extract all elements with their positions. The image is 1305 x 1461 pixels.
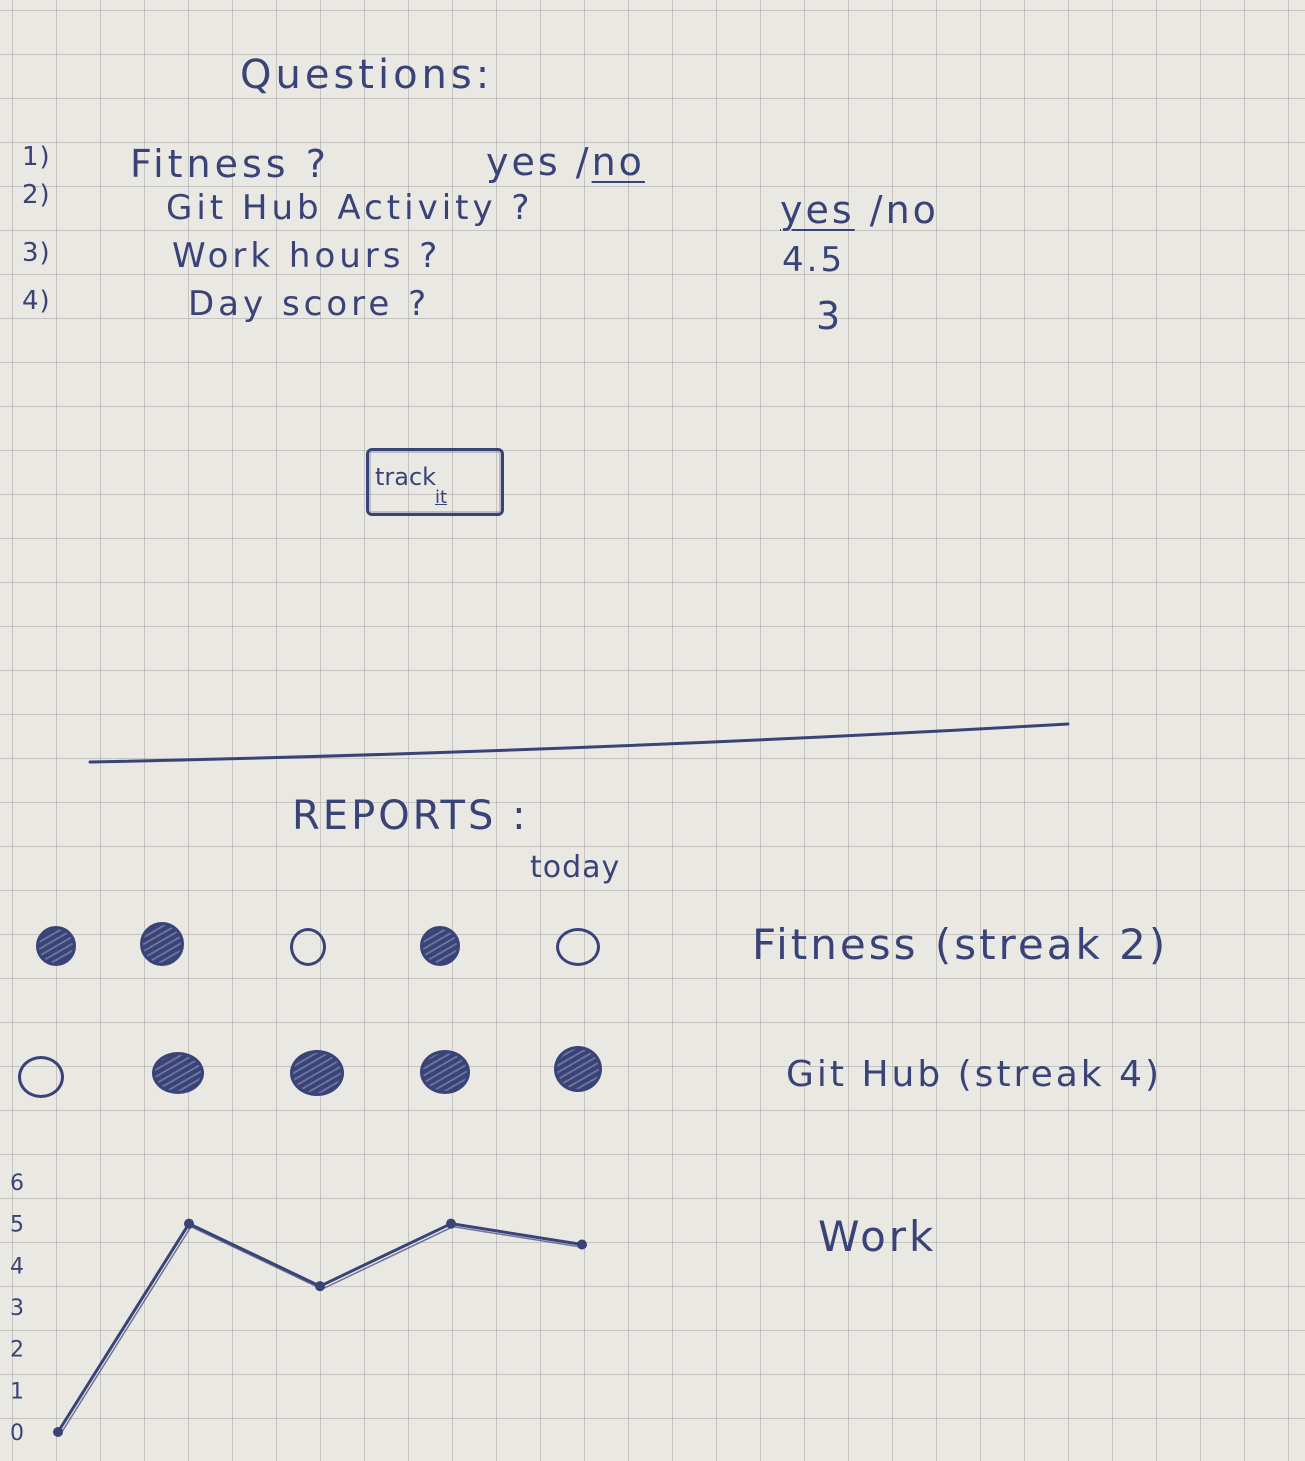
fitness-day-4-dot	[420, 926, 460, 966]
question-day-score: Day score ?	[188, 284, 431, 324]
work-chart-points	[53, 1218, 587, 1437]
github-answer[interactable]: yes /no	[780, 188, 939, 232]
section-divider	[88, 722, 1070, 764]
reports-title: REPORTS :	[292, 793, 529, 839]
question-number-4: 4)	[22, 286, 51, 316]
github-day-5-dot	[554, 1046, 602, 1092]
fitness-answer-separator: /	[560, 140, 592, 184]
github-day-1-dot	[18, 1056, 64, 1098]
work-point-1	[184, 1218, 194, 1229]
fitness-day-2-dot	[140, 922, 184, 966]
work-point-3	[446, 1218, 456, 1229]
y-tick-label: 3	[10, 1296, 24, 1321]
fitness-day-3-dot	[290, 928, 326, 966]
work-chart-line-overdraw	[59, 1225, 585, 1436]
y-tick-label: 4	[10, 1254, 24, 1279]
today-label: today	[530, 850, 621, 885]
track-it-button[interactable]: track it	[366, 448, 504, 516]
question-number-2: 2)	[22, 180, 51, 210]
question-work-hours: Work hours ?	[172, 236, 442, 276]
fitness-day-1-dot	[36, 926, 76, 966]
github-day-3-dot	[290, 1050, 344, 1096]
work-chart-line	[56, 1222, 584, 1434]
fitness-answer-no[interactable]: no	[591, 140, 645, 184]
y-tick-label: 1	[10, 1379, 24, 1404]
y-tick-label: 5	[10, 1213, 24, 1238]
work-label: Work	[818, 1212, 937, 1261]
question-fitness: Fitness ?	[130, 142, 330, 186]
question-github-activity: Git Hub Activity ?	[166, 188, 534, 228]
work-point-0	[53, 1427, 63, 1437]
github-answer-yes[interactable]: yes	[780, 188, 855, 232]
github-streak-label: Git Hub (streak 4)	[786, 1054, 1163, 1095]
github-answer-separator: /	[854, 188, 886, 232]
fitness-answer[interactable]: yes /no	[486, 140, 645, 184]
github-day-4-dot	[420, 1050, 470, 1094]
work-point-4	[577, 1239, 587, 1250]
work-chart-y-axis: 0 1 2 3 4 5 6	[10, 1171, 24, 1446]
questions-title: Questions:	[240, 52, 494, 98]
work-hours-input[interactable]: 4.5	[782, 240, 846, 280]
y-tick-label: 0	[10, 1421, 24, 1446]
work-point-2	[315, 1281, 325, 1292]
fitness-streak-label: Fitness (streak 2)	[752, 920, 1169, 969]
track-it-label-line1: track	[375, 463, 437, 491]
y-tick-label: 2	[10, 1338, 24, 1363]
work-hours-chart: 0 1 2 3 4 5 6	[10, 1171, 587, 1446]
y-tick-label: 6	[10, 1171, 24, 1196]
track-it-label-line2: it	[435, 487, 448, 508]
question-number-1: 1)	[22, 142, 51, 172]
fitness-day-5-dot	[556, 928, 600, 966]
github-day-2-dot	[152, 1052, 204, 1094]
day-score-input[interactable]: 3	[816, 294, 844, 338]
question-number-3: 3)	[22, 238, 51, 268]
fitness-answer-yes[interactable]: yes	[486, 140, 561, 184]
github-answer-no[interactable]: no	[885, 188, 939, 232]
